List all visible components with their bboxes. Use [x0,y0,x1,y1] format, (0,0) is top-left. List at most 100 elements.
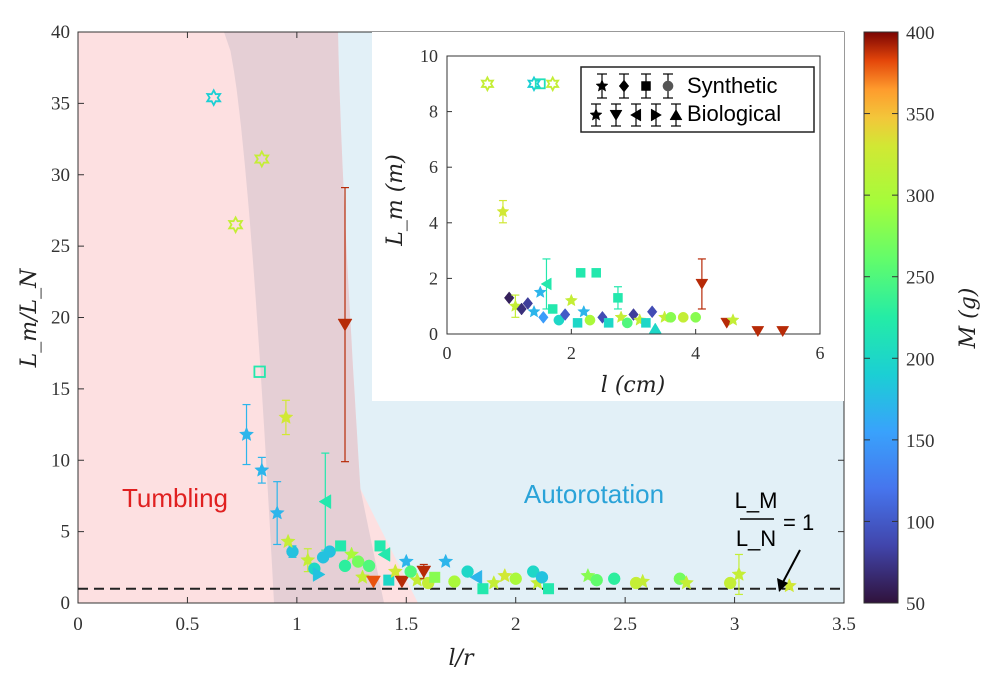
colorbar-label: M (g) [956,288,981,350]
data-point-star [496,204,510,218]
data-point-circle [509,572,522,585]
x-tick-label: 3 [730,614,740,635]
data-point-circle [351,555,365,568]
data-point-star [480,75,495,93]
ref-arrow [781,549,801,585]
data-point-square [534,78,546,90]
reference-annotation: L_M L_N = 1 [735,488,814,592]
data-point-diamond [618,79,630,93]
data-point-circle [448,575,461,588]
data-point-tri-up [669,109,683,121]
y-tick-label: 0 [61,593,71,614]
x-tick-label: 2.5 [613,614,637,635]
inset-legend: Synthetic Biological [580,66,815,133]
data-point-tri-down [394,575,410,589]
data-point-star [678,575,695,590]
data-point-diamond [559,308,571,321]
legend-synthetic-markers [595,73,674,99]
y-tick-label: 35 [51,93,70,114]
data-point-circle [362,559,376,573]
data-point-circle [323,545,336,558]
colorbar-tick-label: 350 [906,105,935,126]
data-point-star [253,149,270,169]
x-tick-label: 1.5 [394,614,418,635]
data-point-tri-right [312,567,326,582]
inset-y-tick-label: 0 [429,324,438,344]
data-point-star [731,566,747,581]
x-tick-label: 0 [73,614,83,635]
data-point-square [641,81,651,91]
data-point-star [486,575,502,590]
y-tick-label: 15 [51,379,70,400]
colorbar-tick-label: 400 [906,23,935,44]
data-point-square [572,318,583,328]
inset-y-tick-label: 4 [429,213,438,233]
x-tick-label: 1 [292,614,302,635]
colorbar [863,31,899,604]
data-point-circle [590,573,603,587]
data-point-star [278,409,294,424]
data-point-circle [584,314,596,326]
x-tick-label: 0.5 [176,614,200,635]
colorbar-tick-label: 250 [906,268,935,289]
data-point-square [383,574,395,586]
data-point-square [547,304,558,314]
data-point-circle [677,311,689,323]
data-point-star [438,553,454,569]
data-point-tri-left [377,547,391,562]
inset-y-tick-label: 8 [429,102,438,122]
colorbar-tick-label: 200 [906,349,935,370]
inset-y-tick-label: 6 [429,157,438,177]
inset-y-axis-label: L_m (m) [383,154,408,247]
data-point-diamond [628,308,639,321]
data-point-star [227,215,244,235]
inset-x-tick-label: 6 [816,343,825,363]
data-point-diamond [647,305,658,319]
colorbar-tick-label: 300 [906,186,935,207]
x-tick-label: 2 [511,614,521,635]
legend-synthetic-label: Synthetic [687,73,778,98]
data-point-square [641,318,651,328]
y-tick-label: 30 [51,165,70,186]
data-point-tri-left [469,569,483,585]
data-point-square [543,583,555,595]
data-point-star [280,533,296,549]
y-tick-label: 5 [61,522,71,543]
data-point-star [526,75,542,93]
data-point-square [613,293,623,303]
data-point-square [575,268,586,278]
data-point-tri-down [751,326,765,338]
data-point-star [589,108,603,121]
transition-band [224,32,384,603]
data-point-circle [665,311,677,323]
inset-y-tick-label: 10 [420,46,438,66]
data-point-tri-down [609,109,623,121]
data-point-square [477,583,489,595]
ref-numerator: L_M [735,488,778,513]
y-tick-label: 40 [51,22,70,43]
data-point-square [335,540,347,552]
data-point-star [635,573,651,589]
ref-arrowhead [777,578,788,592]
autorotation-label: Autorotation [524,479,664,509]
data-point-tri-left [630,108,642,122]
data-point-tri-down [366,575,381,589]
ref-equals: = 1 [783,510,814,535]
data-point-star [238,426,255,442]
data-point-star [343,546,360,561]
data-point-square [603,318,614,328]
data-point-star [564,293,578,307]
data-point-star [300,552,316,567]
inset-data-points [480,75,790,338]
tumbling-label: Tumbling [122,483,228,513]
data-point-circle [535,571,549,584]
y-tick-label: 25 [51,236,70,257]
data-point-tri-left [318,494,332,510]
data-point-circle [621,317,633,329]
colorbar-tick-label: 100 [906,512,935,533]
data-point-circle [286,545,299,558]
data-point-star [205,88,222,107]
legend-box [580,66,815,133]
data-point-tri-down [695,278,709,290]
